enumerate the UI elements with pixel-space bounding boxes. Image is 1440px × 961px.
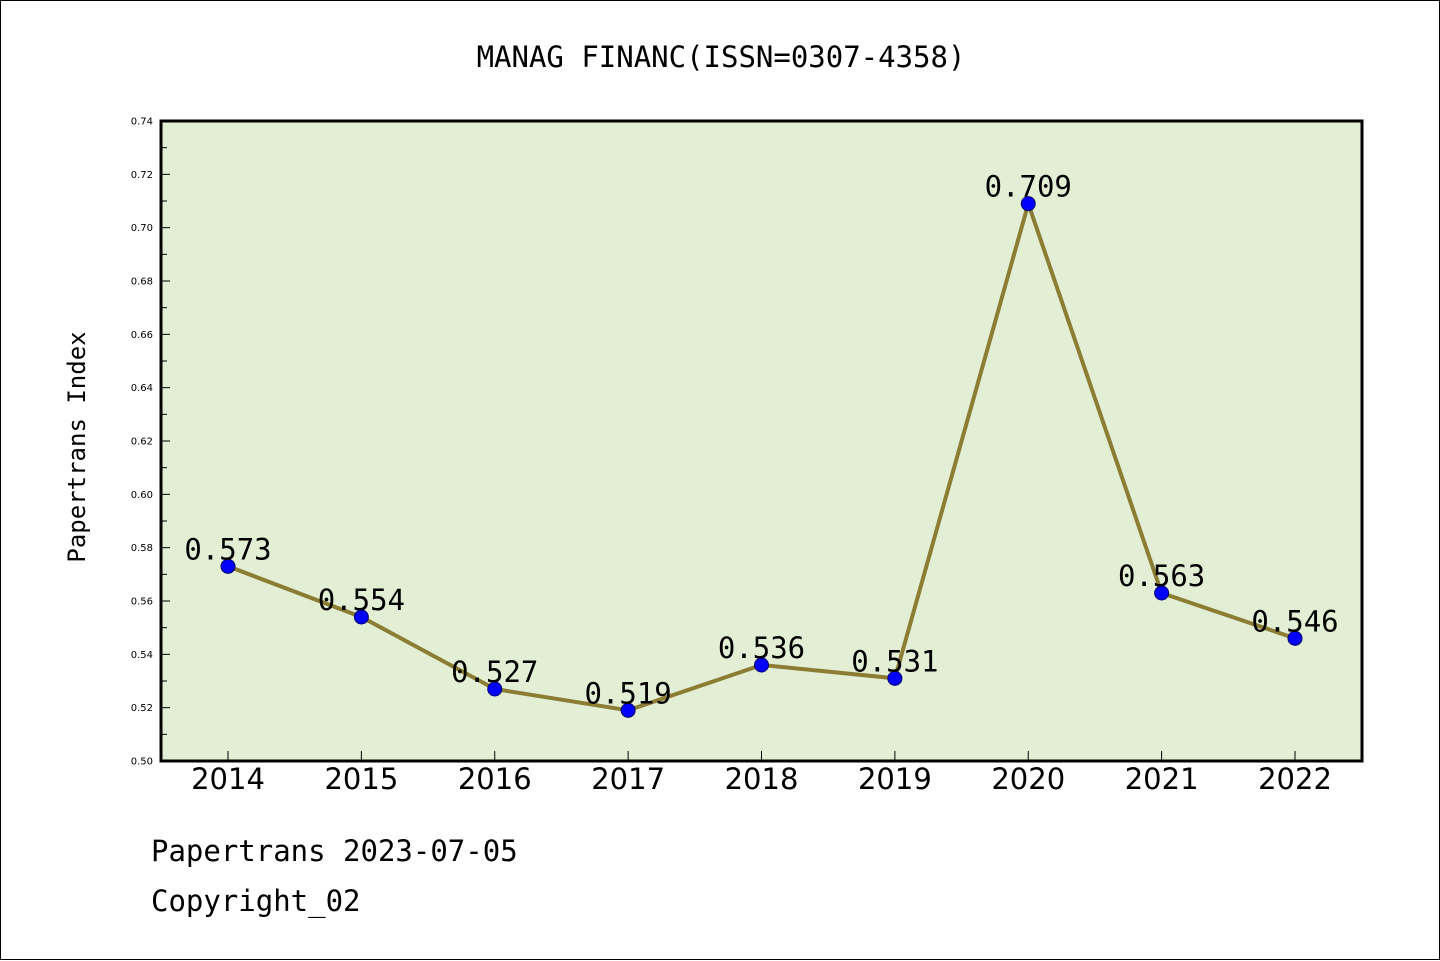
footer-source: Papertrans 2023-07-05 [151,834,518,868]
plot-border [159,119,1364,763]
data-point [620,702,636,718]
x-axis-ticks: 2014 2015 2016 2017 2018 2019 2020 2021 2022 [191,751,1332,796]
data-label: 0.531 [851,644,938,678]
y-tick-label: 0.64 [131,383,153,394]
x-tick-label: 2015 [324,762,398,796]
y-tick-label: 0.62 [131,437,153,448]
data-label: 0.563 [1118,559,1205,593]
y-tick-label: 0.60 [131,490,153,501]
y-tick-label: 0.72 [131,170,153,181]
y-tick-label: 0.54 [131,650,153,661]
data-point [754,657,769,673]
y-tick-label: 0.56 [131,597,153,608]
x-tick-label: 2022 [1258,762,1332,796]
data-label: 0.536 [718,631,805,665]
y-axis-label: Papertrans Index [63,331,91,562]
data-point [1154,585,1170,601]
x-tick-label: 2017 [591,762,665,796]
data-point [487,681,503,697]
y-tick-label: 0.52 [131,703,153,714]
data-label: 0.527 [451,655,538,689]
y-tick-label: 0.50 [131,757,153,768]
data-point [1287,630,1303,646]
data-label: 0.709 [985,170,1072,204]
y-tick-label: 0.58 [131,543,153,554]
data-labels: 0.573 0.554 0.527 0.519 0.536 0.531 0.709 0.563… [184,170,1338,711]
y-axis-ticks: 0.50 0.52 0.54 0.56 0.58 0.60 0.62 0.64 0.66 0.68… [131,117,170,768]
data-label: 0.519 [584,676,671,710]
data-point [887,670,903,686]
data-label: 0.573 [184,532,271,566]
footer-copyright: Copyright_02 [151,884,361,918]
data-point [220,558,236,574]
chart-title: MANAG FINANC(ISSN=0307-4358) [477,40,966,74]
data-point [353,609,369,625]
y-tick-label: 0.66 [131,330,153,341]
x-tick-label: 2020 [991,762,1065,796]
x-tick-label: 2016 [458,762,532,796]
data-label: 0.554 [318,583,405,617]
y-tick-label: 0.68 [131,277,153,288]
y-tick-label: 0.74 [131,117,153,128]
data-label: 0.546 [1251,604,1338,638]
x-tick-label: 2021 [1125,762,1199,796]
data-markers [220,196,1303,718]
x-tick-label: 2014 [191,762,265,796]
x-tick-label: 2018 [725,762,799,796]
x-tick-label: 2019 [858,762,932,796]
y-tick-label: 0.70 [131,223,153,234]
data-point [1020,196,1036,212]
plot-area [161,121,1362,761]
